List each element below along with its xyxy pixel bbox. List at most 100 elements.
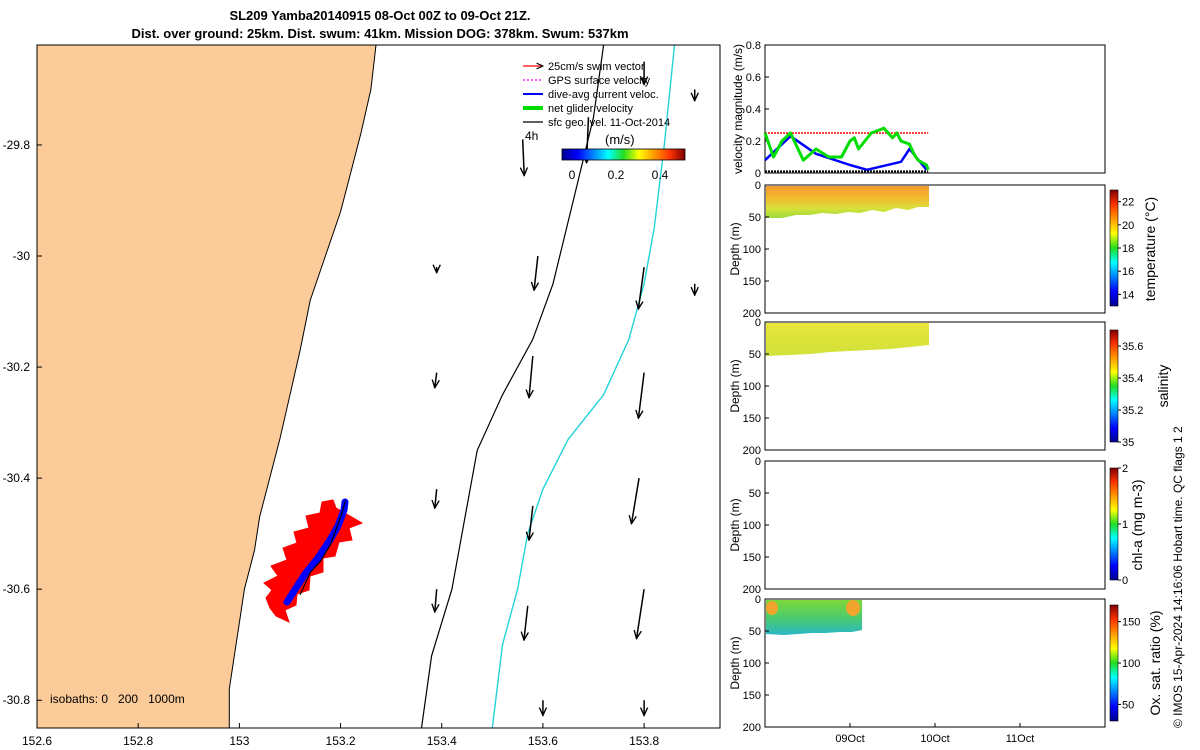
geo-arrow-13 (631, 477, 640, 524)
map-x-ticks: 152.6 152.8 153 153.2 153.4 153.6 153.8 (22, 723, 659, 748)
depth-tick-label-4-1: 50 (749, 488, 761, 500)
legend-geo-vel: sfc geo. vel. 11-Oct-2014 (548, 117, 670, 129)
cbar-tick-label-4-2: 2 (1122, 463, 1128, 475)
colorbar-tick-04: 0.4 (652, 168, 669, 182)
temperature-panel: Depth (m) 0 50 100 150 200 14 16 18 20 22 temper… (728, 180, 1158, 320)
depth-tick-label-2-1: 50 (749, 212, 761, 224)
map-colorbar: 4h (m/s) 0 0.2 0.4 (525, 129, 686, 182)
cbar-tick-label-3-0: 35 (1122, 437, 1134, 449)
coastline-land (37, 45, 377, 728)
chlorophyll-panel: Depth (m) 0 50 100 150 200 0 1 2 chl-a (mg m-3… (728, 456, 1145, 596)
velocity-ylabel: velocity magnitude (m/s) (731, 44, 745, 174)
geo-arrow-16 (637, 589, 645, 638)
depth-tick-label-3-1: 50 (749, 349, 761, 361)
geo-arrow-14 (435, 589, 437, 612)
depth-tick-label-5-2: 100 (743, 658, 761, 670)
isobaths-label: isobaths: 0 200 1000m (50, 692, 185, 706)
map-xtick-label-4: 153.4 (427, 734, 457, 748)
depth-tick-label-3-2: 100 (743, 381, 761, 393)
salinity-ylabel: Depth (m) (728, 359, 742, 412)
isobath-200 (420, 45, 605, 728)
depth-tick-label-2-0: 0 (755, 180, 761, 192)
map-ytick-label-3: -30.4 (3, 471, 31, 485)
map-xtick-label-3: 153.2 (326, 734, 356, 748)
cbar-tick-label-4-0: 0 (1122, 575, 1128, 587)
cbar-tick-label-4-1: 1 (1122, 519, 1128, 531)
legend-gps: GPS surface velocity (548, 75, 651, 87)
cbar-tick-label-2-4: 22 (1122, 197, 1134, 209)
cbar-tick-label-3-2: 35.4 (1122, 373, 1143, 385)
chart-title-line-1: SL209 Yamba20140915 08-Oct 00Z to 09-Oct… (229, 8, 531, 23)
map-ytick-label-4: -30.6 (3, 582, 31, 596)
oxygen-hotspot-left (766, 601, 778, 615)
geo-arrow-5 (534, 255, 538, 290)
cbar-tick-label-2-3: 20 (1122, 220, 1134, 232)
geo-arrow-11 (435, 489, 437, 508)
map-xtick-label-0: 152.6 (22, 734, 52, 748)
geo-arrow-0 (523, 139, 525, 175)
imos-stamp: © IMOS 15-Apr-2024 14:16:06 Hobart time.… (1171, 426, 1185, 728)
cbar-tick-label-3-3: 35.6 (1122, 341, 1143, 353)
chlorophyll-colorbar-label: chl-a (mg m-3) (1129, 479, 1145, 570)
vel-ytick-label-3: 0.6 (746, 72, 761, 84)
vel-ytick-label-4: 0.8 (746, 40, 761, 52)
map-xtick-label-6: 153.8 (629, 734, 659, 748)
track-map: 152.6 152.8 153 153.2 153.4 153.6 153.8 -29.8-… (3, 44, 721, 748)
depth-tick-label-3-4: 200 (743, 445, 761, 457)
vel-ytick-label-2: 0.4 (746, 104, 761, 116)
cbar-tick-label-5-2: 150 (1122, 617, 1140, 629)
legend-net-glider: net glider velocity (548, 103, 633, 115)
chlorophyll-ylabel: Depth (m) (728, 498, 742, 551)
net-glider-track (299, 500, 347, 595)
geo-arrow-12 (529, 505, 533, 540)
depth-tick-label-5-1: 50 (749, 626, 761, 638)
geo-arrow-9 (529, 355, 533, 398)
cbar-tick-label-2-0: 14 (1122, 289, 1134, 301)
chart-title-line-2: Dist. over ground: 25km. Dist. swum: 41k… (131, 26, 629, 41)
salinity-colorbar-label: salinity (1155, 365, 1171, 408)
cbar-tick-label-2-2: 18 (1122, 243, 1134, 255)
legend-swim: 25cm/s swim vector (548, 61, 645, 73)
time-tick-label-2: 11Oct (1006, 733, 1035, 745)
velocity-line-net (763, 126, 930, 171)
depth-tick-label-5-0: 0 (755, 594, 761, 606)
depth-tick-label-2-2: 100 (743, 244, 761, 256)
cbar-tick-label-5-1: 100 (1122, 658, 1140, 670)
depth-tick-label-4-0: 0 (755, 456, 761, 468)
depth-tick-label-4-2: 100 (743, 520, 761, 532)
depth-tick-label-4-3: 150 (743, 552, 761, 564)
map-xtick-label-2: 153 (229, 734, 249, 748)
oxygen-colorbar-label: Ox. sat. ratio (%) (1147, 610, 1163, 715)
depth-tick-label-5-4: 200 (743, 722, 761, 734)
cbar-tick-label-2-1: 16 (1122, 266, 1134, 278)
dive-avg-track (283, 498, 349, 606)
map-ytick-label-1: -30 (13, 249, 31, 263)
map-legend: 25cm/s swim vector GPS surface velocity … (523, 61, 670, 129)
colorbar-4h-label: 4h (525, 129, 538, 143)
temperature-ylabel: Depth (m) (728, 222, 742, 275)
oxygen-section (766, 600, 862, 635)
time-axis-ticks: 09Oct 10Oct 11Oct (835, 723, 1034, 745)
depth-tick-label-4-4: 200 (743, 584, 761, 596)
velocity-y-ticks: 0 0.2 0.4 0.6 0.8 (746, 40, 769, 180)
oxygen-hotspot-right (846, 600, 860, 616)
salinity-panel: Depth (m) 0 50 100 150 200 35 35.2 35.4 35.6 sa… (728, 317, 1171, 457)
oxygen-panel: Depth (m) 0 50 100 150 200 50 100 150 Ox. sat.… (728, 594, 1163, 745)
depth-tick-label-3-3: 150 (743, 413, 761, 425)
geo-arrow-10 (638, 372, 645, 419)
colorbar-tick-02: 0.2 (608, 168, 625, 182)
map-xtick-label-1: 152.8 (123, 734, 153, 748)
geo-arrow-15 (524, 605, 528, 640)
oxygen-ylabel: Depth (m) (728, 636, 742, 689)
vel-ytick-label-1: 0.2 (746, 136, 761, 148)
salinity-section (766, 323, 929, 356)
legend-dive-avg: dive-avg current veloc. (548, 89, 659, 101)
cbar-tick-label-5-0: 50 (1122, 699, 1134, 711)
vel-ytick-label-0: 0 (755, 168, 761, 180)
geo-arrow-6 (638, 267, 645, 309)
colorbar-tick-0: 0 (569, 168, 576, 182)
time-tick-label-1: 10Oct (920, 733, 949, 745)
velocity-series (763, 126, 930, 173)
time-tick-label-0: 09Oct (835, 733, 864, 745)
